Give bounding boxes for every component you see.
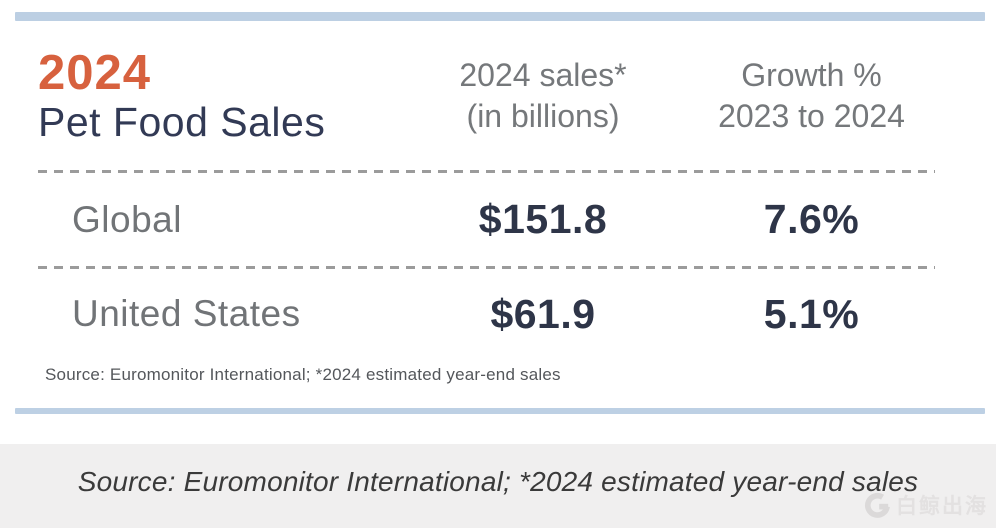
column-header-growth-line1: Growth %: [741, 57, 882, 94]
page-title: 2024 Pet Food Sales: [38, 49, 398, 143]
row-value-us-sales: $61.9: [490, 290, 596, 337]
column-header-sales-line2: (in billions): [466, 98, 620, 134]
g-circle-logo-icon: [864, 492, 891, 519]
source-note: Source: Euromonitor International; *2024…: [45, 365, 561, 384]
row-label-united-states: United States: [72, 293, 301, 334]
dashed-divider-middle: [38, 266, 935, 269]
row-label-global: Global: [72, 198, 182, 240]
bottom-divider-bar: [15, 408, 985, 414]
title-year: 2024: [38, 46, 152, 100]
table-header-row: 2024 Pet Food Sales 2024 sales* (in bill…: [38, 22, 935, 170]
watermark: 白鲸出海: [864, 490, 988, 520]
column-header-growth: Growth % 2023 to 2024: [688, 55, 935, 137]
caption-band: Source: Euromonitor International; *2024…: [0, 444, 996, 528]
table-row-united-states: United States $61.9 5.1%: [38, 269, 935, 359]
column-header-growth-line2: 2023 to 2024: [718, 98, 905, 134]
dashed-divider-top: [38, 170, 935, 173]
row-value-global-sales: $151.8: [478, 196, 608, 242]
image-caption: Source: Euromonitor International; *2024…: [77, 466, 919, 497]
row-value-global-growth: 7.6%: [763, 196, 860, 242]
column-header-sales: 2024 sales* (in billions): [398, 55, 688, 137]
column-header-sales-line1: 2024 sales*: [459, 57, 627, 94]
top-divider-bar: [15, 12, 985, 21]
watermark-text: 白鲸出海: [896, 495, 988, 518]
row-value-us-growth: 5.1%: [763, 290, 860, 337]
sales-table: 2024 Pet Food Sales 2024 sales* (in bill…: [38, 22, 935, 385]
title-subtitle: Pet Food Sales: [38, 99, 326, 145]
table-row-global: Global $151.8 7.6%: [38, 173, 935, 266]
